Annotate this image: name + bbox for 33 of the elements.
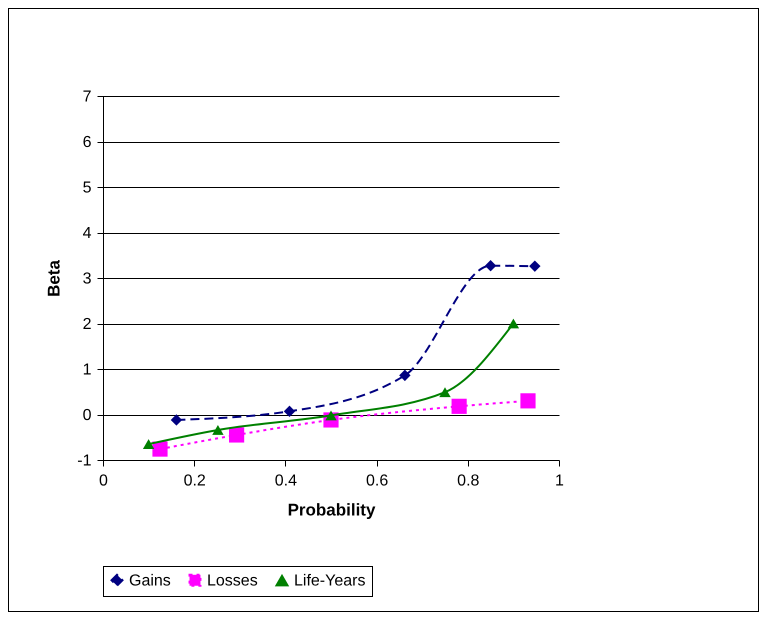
x-tick-label: 0.4 [274, 472, 298, 490]
x-tick-label: 0 [99, 472, 108, 490]
point [529, 260, 541, 272]
point [508, 318, 520, 328]
x-axis-title: Probability [288, 500, 376, 520]
point [439, 387, 451, 398]
legend-label: Life-Years [294, 572, 366, 590]
x-tick-label: 0.8 [457, 472, 480, 490]
y-tick-label: 0 [82, 407, 92, 424]
y-tick-label: 3 [82, 270, 92, 288]
x-tick-label: 0.2 [184, 472, 206, 490]
point [520, 393, 536, 408]
y-tick-label: 1 [82, 362, 92, 378]
y-axis-title: Beta [44, 260, 64, 297]
y-tick-label: -1 [77, 452, 92, 470]
point [142, 439, 154, 450]
x-tick-label: 1 [555, 472, 564, 490]
legend-label: Losses [207, 572, 258, 590]
y-tick-label: 6 [82, 134, 92, 151]
point [229, 427, 244, 443]
y-tick-label: 4 [82, 225, 92, 242]
y-tick-label: 2 [82, 316, 92, 333]
y-tick-label: 5 [82, 180, 92, 196]
point [170, 414, 182, 426]
legend-label: Gains [129, 572, 171, 590]
point [152, 441, 168, 457]
x-tick-label: 0.6 [366, 472, 388, 490]
point [212, 425, 224, 435]
point [284, 406, 296, 418]
point [452, 398, 467, 414]
point [399, 370, 411, 382]
y-tick-label: 7 [82, 88, 92, 106]
point [484, 260, 496, 272]
